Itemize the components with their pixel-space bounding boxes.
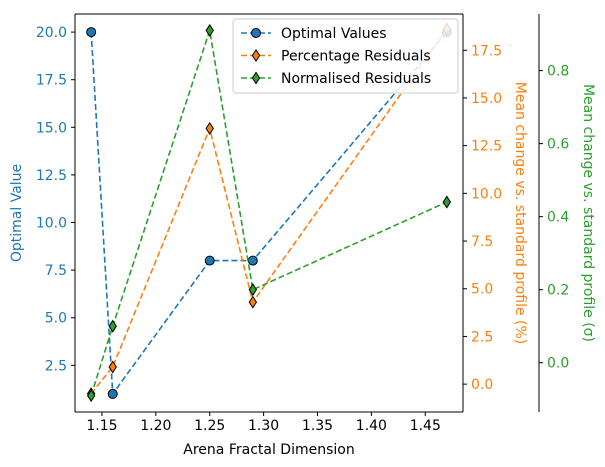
data-point (108, 319, 117, 333)
data-point (107, 388, 118, 399)
data-point (204, 255, 215, 266)
data-point (248, 283, 258, 297)
x-tick-label: 1.20 (140, 418, 171, 434)
right2-y-tick-label: 0.4 (547, 210, 569, 226)
data-point (247, 255, 258, 266)
x-tick-label: 1.25 (194, 418, 225, 434)
legend-marker (251, 71, 261, 85)
left-y-tick-label: 12.5 (36, 168, 67, 184)
data-point (86, 389, 96, 403)
right1-y-axis-label: Mean change vs. standard profile (%) (512, 82, 528, 345)
x-tick-label: 1.45 (410, 418, 441, 434)
data-point (442, 195, 452, 209)
x-tick-label: 1.40 (356, 418, 387, 434)
legend: Optimal Values Percentage Residuals Normal… (232, 18, 459, 94)
data-point (248, 295, 258, 309)
left-y-tick-label: 5.0 (45, 311, 67, 327)
legend-label: Normalised Residuals (281, 71, 431, 87)
left-y-tick-label: 2.5 (45, 358, 67, 374)
legend-item: Normalised Residuals (241, 71, 431, 87)
legend-marker (251, 48, 261, 63)
x-tick-label: 1.15 (86, 418, 117, 434)
legend-item: Percentage Residuals (241, 49, 431, 65)
right1-y-tick-label: 15.0 (471, 91, 502, 107)
right2-y-tick-label: 0.2 (547, 283, 569, 299)
legend-marker (251, 28, 261, 38)
x-axis-label: Arena Fractal Dimension (183, 442, 354, 458)
legend-box (232, 18, 459, 94)
right1-y-tick-label: 7.5 (471, 234, 493, 250)
left-y-tick-label: 17.5 (36, 73, 67, 89)
axes-layer: 1.15 1.20 1.25 1.30 1.35 1.40 1.45 Arena Fracta… (9, 13, 596, 458)
legend-label: Optimal Values (281, 26, 387, 42)
right1-y-tick-label: 5.0 (471, 282, 493, 298)
data-point (108, 360, 117, 374)
left-y-tick-label: 10.0 (36, 216, 67, 232)
data-point (86, 27, 97, 38)
left-y-tick-label: 15.0 (36, 120, 67, 136)
legend-label: Percentage Residuals (281, 49, 431, 65)
left-y-axis-label: Optimal Value (9, 164, 25, 262)
data-point (205, 23, 214, 37)
right1-y-tick-label: 2.5 (471, 329, 493, 345)
left-y-tick-label: 7.5 (45, 263, 67, 279)
x-tick-label: 1.30 (248, 418, 279, 434)
x-tick-label: 1.35 (302, 418, 333, 434)
right2-y-tick-label: 0.8 (547, 64, 569, 80)
right2-y-tick-label: 0.0 (547, 356, 569, 372)
series-2 (86, 23, 452, 403)
right2-y-axis-label: Mean change vs. standard profile (σ) (580, 84, 596, 342)
right1-y-tick-label: 0.0 (471, 377, 493, 393)
legend-item: Optimal Values (241, 26, 387, 42)
left-y-tick-label: 20.0 (36, 25, 67, 41)
right1-y-tick-label: 10.0 (471, 186, 502, 202)
right1-y-tick-label: 12.5 (471, 139, 502, 155)
right1-y-tick-label: 17.5 (471, 43, 502, 59)
right2-y-tick-label: 0.6 (547, 137, 569, 153)
data-point (205, 121, 214, 136)
